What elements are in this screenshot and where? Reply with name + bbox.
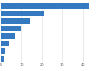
Bar	[1, 11, 44, 16]
Bar	[1, 41, 9, 46]
Bar	[1, 48, 5, 54]
Bar	[1, 33, 15, 39]
Bar	[1, 3, 89, 9]
Bar	[1, 26, 21, 31]
Bar	[1, 56, 4, 62]
Bar	[1, 18, 30, 24]
